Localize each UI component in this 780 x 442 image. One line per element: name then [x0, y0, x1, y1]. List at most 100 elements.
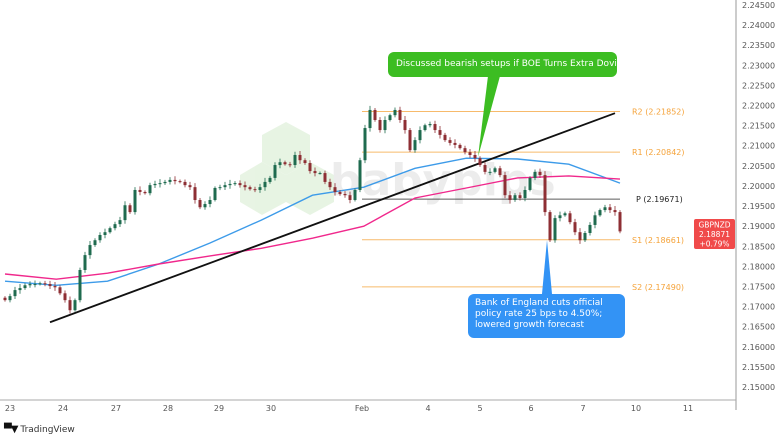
candle-body	[483, 165, 487, 172]
candle-body	[173, 179, 177, 182]
pivot-label: S2 (2.17490)	[632, 283, 684, 292]
candle-body	[103, 232, 107, 236]
price-tick-label: 2.16000	[742, 343, 775, 352]
time-tick-label: 27	[111, 404, 121, 413]
candle-body	[178, 181, 182, 183]
time-tick-label: 28	[163, 404, 173, 413]
time-tick-label: 24	[58, 404, 68, 413]
time-tick-label: 5	[477, 404, 482, 413]
tradingview-logo[interactable]: ▀▼ TradingView	[4, 424, 75, 435]
candle-body	[208, 200, 212, 205]
price-tick-label: 2.23000	[742, 61, 775, 70]
candle-body	[523, 189, 527, 199]
candle-body	[388, 115, 392, 121]
time-tick-label: 30	[266, 404, 276, 413]
candle-body	[73, 300, 77, 311]
candle-body	[198, 200, 202, 208]
price-tick-label: 2.22000	[742, 102, 775, 111]
candle-body	[218, 187, 222, 189]
price-tick-label: 2.18000	[742, 262, 775, 271]
price-tick-label: 2.16500	[742, 323, 775, 332]
candle-body	[598, 210, 602, 216]
candle-body	[563, 213, 567, 216]
candle-body	[613, 210, 617, 213]
candle-body	[348, 195, 352, 201]
candle-body	[533, 171, 537, 178]
price-tick-label: 2.24500	[742, 1, 775, 10]
candle-body	[428, 124, 432, 126]
candle-body	[13, 290, 17, 297]
price-tick-label: 2.19000	[742, 222, 775, 231]
candle-body	[413, 140, 417, 151]
candle-body	[68, 300, 72, 311]
candle-body	[398, 109, 402, 121]
candle-body	[558, 215, 562, 219]
candle-body	[443, 134, 447, 141]
candle-body	[3, 297, 7, 301]
candle-body	[618, 212, 622, 232]
moving-average-line-1	[4, 157, 621, 287]
candle-body	[113, 224, 117, 229]
candle-body	[423, 125, 427, 131]
candle-body	[508, 195, 512, 201]
candle-body	[213, 187, 217, 201]
price-tick-label: 2.18500	[742, 242, 775, 251]
candle-body	[143, 191, 147, 194]
candle-body	[583, 232, 587, 241]
candle-body	[228, 183, 232, 186]
candle-body	[183, 181, 187, 186]
candle-body	[378, 120, 382, 131]
candle-body	[493, 168, 497, 172]
time-tick-label: 6	[528, 404, 533, 413]
candle-body	[568, 213, 572, 223]
candle-body	[33, 284, 37, 286]
candle-body	[158, 183, 162, 185]
candle-body	[403, 120, 407, 131]
candle-body	[168, 179, 172, 182]
time-tick-label: 4	[425, 404, 430, 413]
candle-body	[28, 284, 32, 286]
price-tick-label: 2.15000	[742, 383, 775, 392]
candle-body	[23, 285, 27, 289]
time-tick-label: 23	[5, 404, 15, 413]
candle-body	[98, 235, 102, 241]
trendline	[49, 112, 616, 324]
candle-body	[478, 158, 482, 166]
candle-body	[118, 220, 122, 225]
footer	[0, 410, 780, 442]
candle-body	[163, 181, 167, 184]
candle-body	[323, 173, 327, 182]
candle-body	[518, 195, 522, 199]
candle-body	[338, 191, 342, 194]
candle-body	[148, 185, 152, 194]
candle-body	[258, 187, 262, 190]
price-tick-label: 2.22500	[742, 81, 775, 90]
candle-body	[473, 154, 477, 159]
candle-body	[88, 245, 92, 256]
candle-body	[328, 181, 332, 188]
symbol-label: GBPNZD	[698, 221, 730, 230]
babypips-watermark: babypips	[240, 122, 556, 215]
candle-body	[293, 154, 297, 166]
time-tick-label: 7	[580, 404, 585, 413]
candle-body	[358, 160, 362, 190]
candle-body	[123, 205, 127, 221]
candle-body	[363, 128, 367, 161]
candle-body	[188, 185, 192, 188]
candle-body	[138, 189, 142, 192]
candle-body	[253, 189, 257, 191]
candle-body	[608, 207, 612, 211]
candle-body	[393, 109, 397, 116]
candle-body	[593, 215, 597, 225]
candle-body	[248, 187, 252, 190]
candle-body	[468, 152, 472, 155]
candle-body	[573, 222, 577, 233]
current-price-label: GBPNZD 2.18871 +0.79%	[694, 219, 735, 249]
tradingview-icon: ▀▼	[4, 424, 18, 435]
time-tick-label: 29	[214, 404, 224, 413]
candle-body	[278, 162, 282, 166]
price-tick-label: 2.24000	[742, 21, 775, 30]
annotation-boe-rate-cut: Bank of England cuts official policy rat…	[468, 294, 625, 338]
candle-body	[458, 144, 462, 149]
